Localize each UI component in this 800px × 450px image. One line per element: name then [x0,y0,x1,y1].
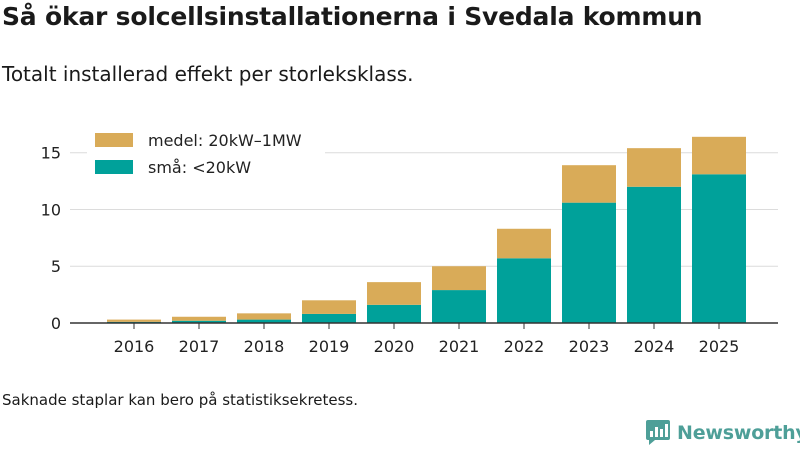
bar-segment [237,313,291,320]
y-tick-label: 5 [51,257,61,276]
bar-segment [562,202,616,323]
bar-segment [367,282,421,305]
bar-segment [562,165,616,203]
bar-segment [237,319,291,323]
bar-segment [172,320,226,323]
y-tick-label: 0 [51,314,61,333]
bar-segment [627,148,681,187]
newsworthy-logo-icon [646,420,670,445]
legend-label: små: <20kW [148,158,251,177]
brand-name: Newsworthy [677,421,800,444]
bar-segment [627,186,681,323]
bar-segment [432,290,486,323]
x-tick-label: 2025 [699,337,740,356]
bar-segment [432,266,486,291]
chart-subtitle: Totalt installerad effekt per storlekskl… [2,62,414,86]
x-tick-label: 2018 [244,337,285,356]
legend-swatch [95,160,133,174]
bar-segment [172,316,226,321]
x-tick-label: 2024 [634,337,675,356]
x-tick-label: 2021 [439,337,480,356]
x-tick-label: 2016 [114,337,155,356]
bar-segment [692,174,746,323]
chart-title: Så ökar solcellsinstallationerna i Sveda… [2,2,703,31]
legend-swatch [95,133,133,147]
bar-segment [497,258,551,323]
x-tick-label: 2019 [309,337,350,356]
brand[interactable]: Newsworthy [645,419,800,446]
bar-segment [302,300,356,314]
bar-segment [497,228,551,259]
stacked-bar-chart: 0 5 10 15 2016 2017 2018 2019 2020 2021 2022 2023 20… [40,131,778,356]
legend-label: medel: 20kW–1MW [148,131,302,150]
footnote: Saknade staplar kan bero på statistiksek… [2,391,359,409]
x-tick-label: 2022 [504,337,545,356]
bar-segment [107,319,161,322]
y-tick-label: 15 [41,144,61,163]
bar-segment [367,304,421,323]
bar-segment [302,313,356,323]
x-tick-label: 2020 [374,337,415,356]
x-tick-label: 2023 [569,337,610,356]
x-tick-label: 2017 [179,337,220,356]
y-tick-label: 10 [41,200,61,219]
bar-segment [692,136,746,175]
